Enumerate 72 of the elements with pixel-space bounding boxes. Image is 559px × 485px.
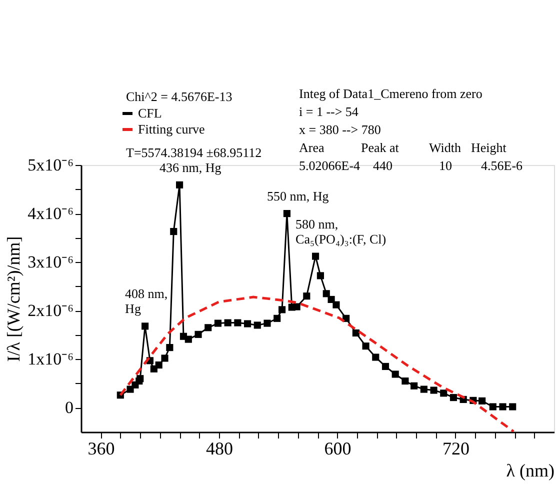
point [328,296,335,304]
point [244,320,252,328]
y-tick-label: 2x10⁻⁶ [28,301,74,320]
point [382,362,390,370]
point [450,394,458,402]
annotation: 4.56E-6 [481,158,524,173]
text: T=5574.38194 ±68.95112 [126,145,262,160]
text: Integ of Data1_Cmereno from zero [299,86,482,101]
x-axis-title: λ (nm) [506,460,555,480]
text: Height [471,140,507,155]
point [184,336,192,343]
point [136,375,144,382]
point [161,354,168,362]
text: Area [299,140,324,155]
point [322,290,330,298]
y-tick-label: 5x10⁻⁶ [28,156,74,174]
point [430,386,438,394]
point [478,397,486,404]
point [214,320,222,327]
legend-label: Fitting curve [138,122,206,136]
y-tick-label: 1x10⁻⁶ [28,350,74,369]
point [142,322,149,330]
text: x = 380 --> 780 [299,122,381,137]
y-tick-label: 3x10⁻⁶ [28,252,74,272]
text: Width [429,140,462,155]
point [410,382,418,390]
point [362,342,370,350]
x-tick-label: 600 [324,438,352,458]
point [170,228,178,236]
point [352,329,360,336]
x-tick-label: 360 [88,438,115,458]
annotation: 408 nm, Hg [125,286,168,316]
point [303,292,310,300]
point [274,314,281,322]
point [283,210,290,218]
point [489,403,496,410]
point [440,390,448,397]
point [420,386,428,393]
point [372,354,380,361]
point [278,306,286,314]
annotation: 440 [373,158,392,173]
point [234,319,242,326]
point [204,324,212,332]
point [293,303,300,310]
point [402,377,409,385]
point [176,181,184,188]
x-tick-label: 720 [442,438,470,458]
point [155,361,162,369]
point [316,272,324,280]
point [264,320,271,327]
point [254,322,261,329]
annotation: 10 [439,158,452,173]
annotation: 550 nm, Hg [266,188,330,204]
point [509,403,516,410]
legend-label: CFL [138,106,162,120]
x-tick-label: 480 [206,438,233,458]
text: Chi^2 = 4.5676E-13 [126,89,232,104]
point [392,370,399,378]
annotation: 580 nm, Ca₅(PO₄)₃:(F, Cl) [296,216,386,246]
point [312,252,320,260]
y-axis-title: I/λ [(W/cm²)/nm] [4,236,24,362]
annotation: 436 nm, Hg [160,160,222,175]
point [166,344,174,352]
point [499,403,506,410]
point [332,301,340,308]
y-tick-label: 4x10⁻⁶ [28,204,74,224]
point [194,330,202,338]
point [224,319,232,326]
text: i = 1 --> 54 [299,104,359,119]
text: Peak at [361,140,400,155]
annotation: 5.02066E-4 [299,158,361,173]
y-tick-label: 0 [65,398,74,418]
